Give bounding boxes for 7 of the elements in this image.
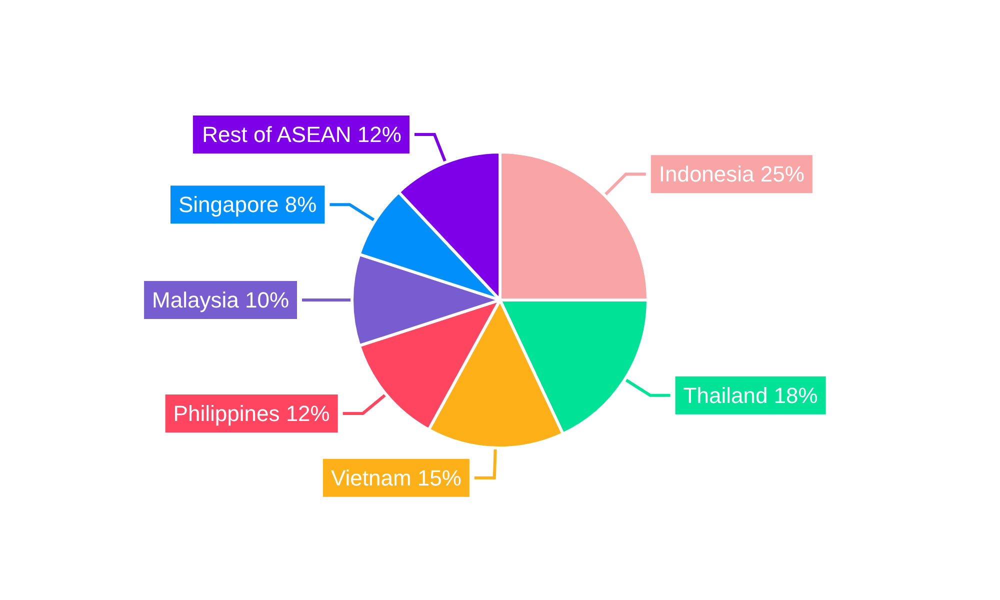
slice-label: Vietnam 15% (330, 465, 462, 490)
slice-label: Indonesia 25% (658, 162, 804, 187)
slice-label: Singapore 8% (178, 192, 317, 218)
slice-label: Thailand 18% (683, 382, 818, 408)
slice-label: Malaysia 10% (152, 288, 289, 312)
slice-label: Philippines 12% (173, 400, 330, 426)
slice-label: Rest of ASEAN 12% (202, 122, 402, 147)
